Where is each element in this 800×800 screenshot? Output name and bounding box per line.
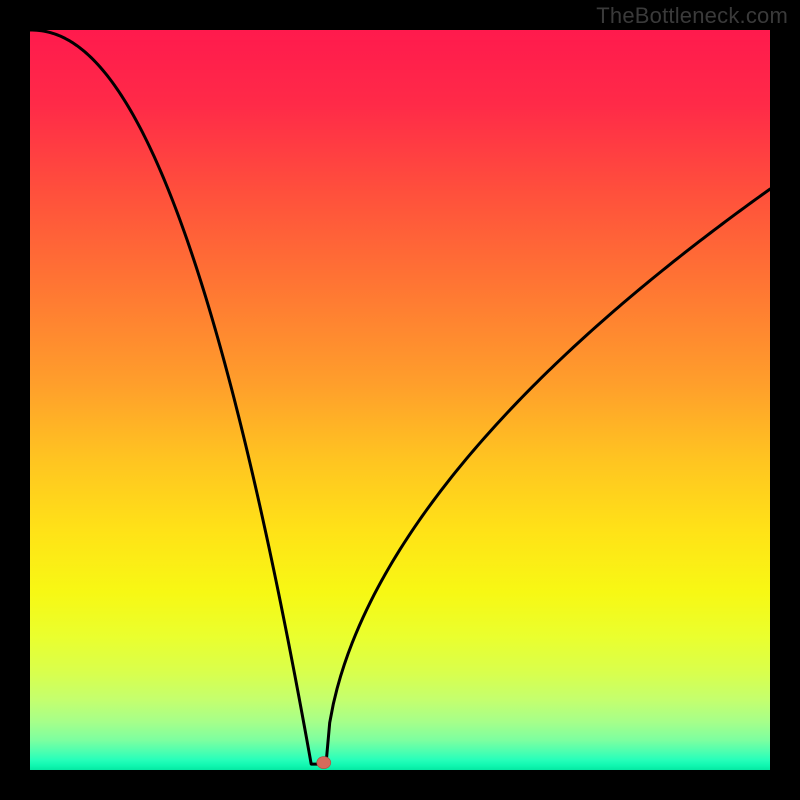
bottleneck-chart — [0, 0, 800, 800]
optimum-marker — [317, 757, 331, 769]
plot-background — [30, 30, 770, 770]
watermark-text: TheBottleneck.com — [596, 3, 788, 29]
